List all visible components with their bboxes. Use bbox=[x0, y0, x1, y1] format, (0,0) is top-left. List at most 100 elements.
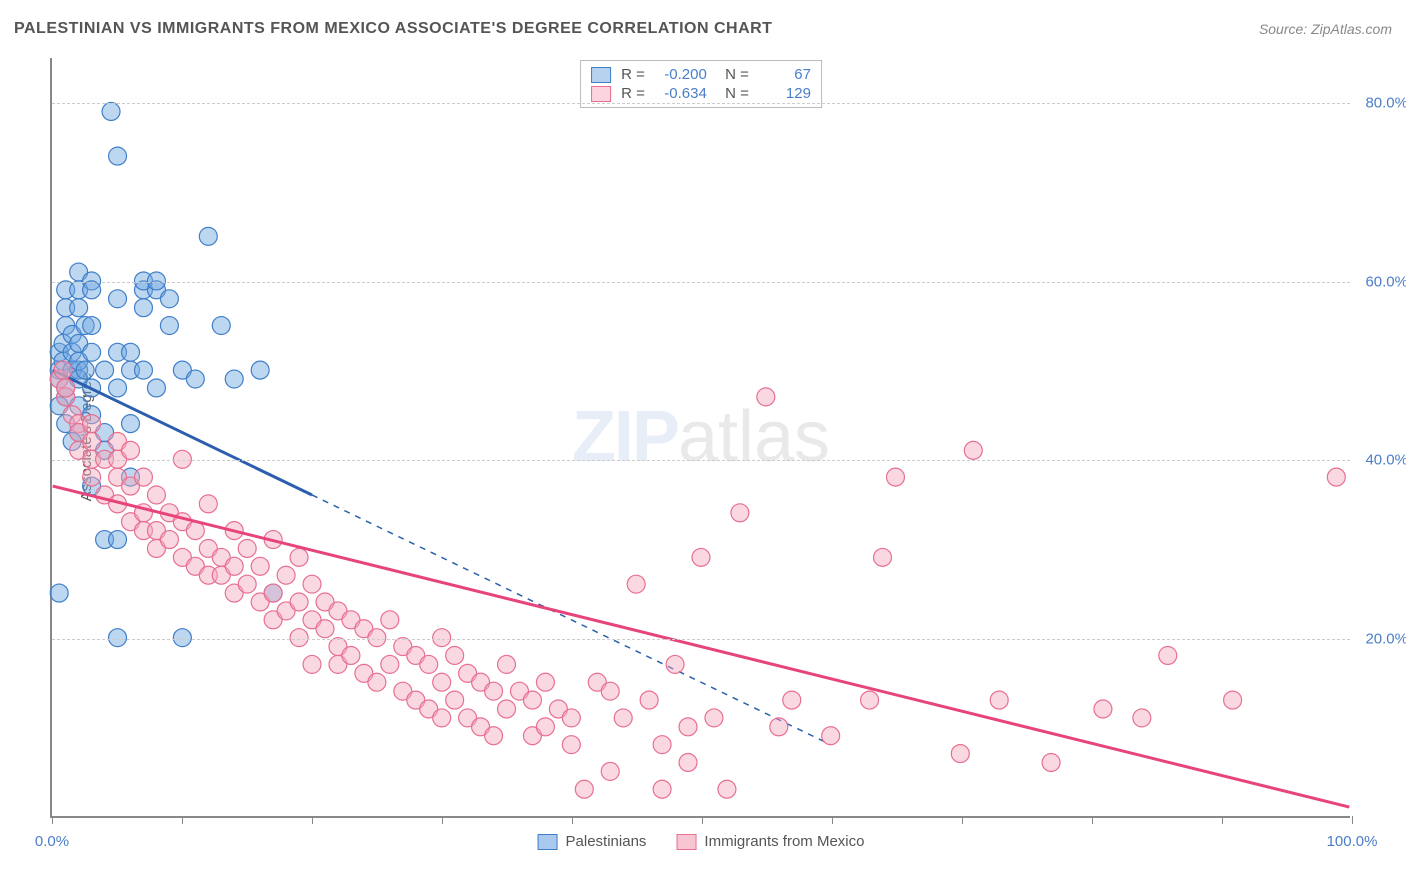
data-point bbox=[290, 548, 308, 566]
data-point bbox=[290, 593, 308, 611]
data-point bbox=[186, 370, 204, 388]
legend-bottom: Palestinians Immigrants from Mexico bbox=[538, 833, 865, 850]
data-point bbox=[83, 343, 101, 361]
data-point bbox=[83, 468, 101, 486]
regression-line bbox=[53, 486, 1350, 807]
data-point bbox=[692, 548, 710, 566]
data-point bbox=[653, 736, 671, 754]
data-point bbox=[342, 647, 360, 665]
data-point bbox=[822, 727, 840, 745]
data-point bbox=[1133, 709, 1151, 727]
data-point bbox=[1159, 647, 1177, 665]
data-point bbox=[485, 682, 503, 700]
data-point bbox=[147, 379, 165, 397]
gridline-y bbox=[52, 103, 1350, 104]
data-point bbox=[109, 290, 127, 308]
data-point bbox=[96, 361, 114, 379]
data-point bbox=[679, 754, 697, 772]
data-point bbox=[199, 495, 217, 513]
data-point bbox=[1042, 754, 1060, 772]
data-point bbox=[887, 468, 905, 486]
x-tick bbox=[962, 816, 963, 824]
data-point bbox=[381, 655, 399, 673]
data-point bbox=[381, 611, 399, 629]
data-point bbox=[122, 415, 140, 433]
x-tick bbox=[702, 816, 703, 824]
data-point bbox=[102, 103, 120, 121]
gridline-y bbox=[52, 282, 1350, 283]
source-attribution: Source: ZipAtlas.com bbox=[1259, 21, 1392, 37]
data-point bbox=[446, 691, 464, 709]
scatter-svg bbox=[52, 58, 1350, 816]
data-point bbox=[601, 762, 619, 780]
chart-plot-area: Associate's Degree ZIPatlas R = -0.200 N… bbox=[50, 58, 1350, 818]
data-point bbox=[109, 379, 127, 397]
data-point bbox=[109, 147, 127, 165]
data-point bbox=[1094, 700, 1112, 718]
data-point bbox=[251, 361, 269, 379]
data-point bbox=[264, 584, 282, 602]
header: PALESTINIAN VS IMMIGRANTS FROM MEXICO AS… bbox=[14, 14, 1392, 44]
y-tick-label: 80.0% bbox=[1365, 94, 1406, 111]
gridline-y bbox=[52, 460, 1350, 461]
x-tick bbox=[182, 816, 183, 824]
data-point bbox=[70, 299, 88, 317]
x-tick bbox=[52, 816, 53, 824]
data-point bbox=[951, 745, 969, 763]
data-point bbox=[303, 575, 321, 593]
data-point bbox=[718, 780, 736, 798]
data-point bbox=[122, 343, 140, 361]
data-point bbox=[290, 629, 308, 647]
chart-title: PALESTINIAN VS IMMIGRANTS FROM MEXICO AS… bbox=[14, 20, 772, 38]
data-point bbox=[83, 281, 101, 299]
data-point bbox=[238, 575, 256, 593]
data-point bbox=[433, 709, 451, 727]
data-point bbox=[83, 317, 101, 335]
data-point bbox=[433, 673, 451, 691]
data-point bbox=[420, 655, 438, 673]
x-tick bbox=[312, 816, 313, 824]
data-point bbox=[731, 504, 749, 522]
data-point bbox=[160, 290, 178, 308]
legend-label-1: Immigrants from Mexico bbox=[704, 833, 864, 850]
data-point bbox=[653, 780, 671, 798]
data-point bbox=[173, 450, 191, 468]
data-point bbox=[562, 709, 580, 727]
y-tick-label: 20.0% bbox=[1365, 631, 1406, 648]
x-tick bbox=[572, 816, 573, 824]
data-point bbox=[303, 655, 321, 673]
data-point bbox=[640, 691, 658, 709]
data-point bbox=[83, 432, 101, 450]
data-point bbox=[874, 548, 892, 566]
data-point bbox=[134, 361, 152, 379]
data-point bbox=[1327, 468, 1345, 486]
data-point bbox=[54, 361, 72, 379]
legend-item-1: Immigrants from Mexico bbox=[676, 833, 864, 850]
data-point bbox=[316, 620, 334, 638]
data-point bbox=[536, 673, 554, 691]
data-point bbox=[160, 317, 178, 335]
data-point bbox=[1224, 691, 1242, 709]
data-point bbox=[134, 299, 152, 317]
legend-label-0: Palestinians bbox=[566, 833, 647, 850]
data-point bbox=[212, 317, 230, 335]
data-point bbox=[679, 718, 697, 736]
x-tick bbox=[442, 816, 443, 824]
data-point bbox=[368, 673, 386, 691]
data-point bbox=[50, 584, 68, 602]
legend-item-0: Palestinians bbox=[538, 833, 647, 850]
data-point bbox=[277, 566, 295, 584]
data-point bbox=[109, 531, 127, 549]
data-point bbox=[990, 691, 1008, 709]
data-point bbox=[225, 370, 243, 388]
data-point bbox=[861, 691, 879, 709]
data-point bbox=[76, 361, 94, 379]
data-point bbox=[666, 655, 684, 673]
data-point bbox=[770, 718, 788, 736]
data-point bbox=[627, 575, 645, 593]
y-tick-label: 40.0% bbox=[1365, 452, 1406, 469]
data-point bbox=[83, 415, 101, 433]
data-point bbox=[57, 379, 75, 397]
gridline-y bbox=[52, 639, 1350, 640]
data-point bbox=[160, 531, 178, 549]
